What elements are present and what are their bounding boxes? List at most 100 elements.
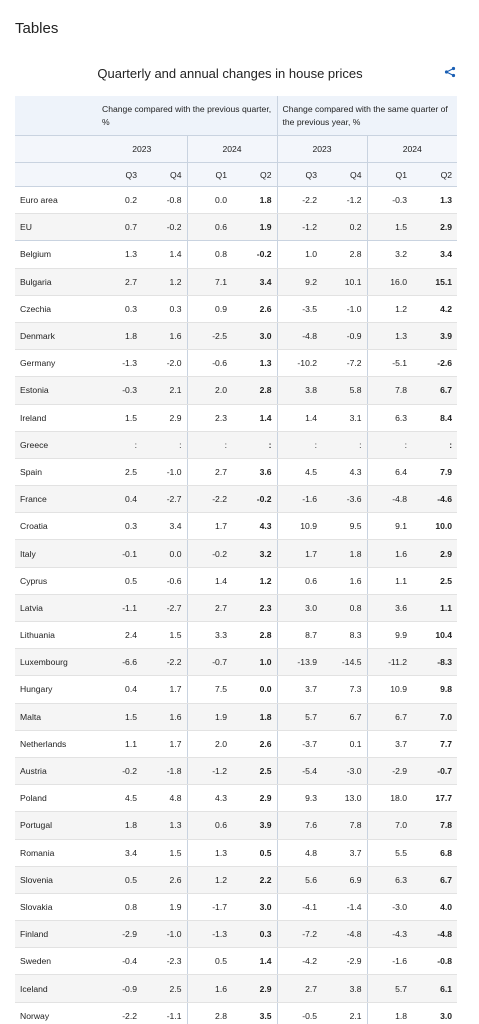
value-cell: 1.4 — [232, 947, 278, 976]
value-cell: -0.2 — [186, 539, 232, 568]
value-cell: 1.4 — [232, 404, 278, 432]
table-row: Poland 4.5 4.8 4.3 2.9 9.3 13.0 18.0 17.7 — [15, 784, 458, 813]
value-cell: 1.5 — [142, 621, 187, 650]
value-cell: 6.7 — [322, 703, 368, 731]
table-row: Lithuania 2.4 1.5 3.3 2.8 8.7 8.3 9.9 10.4 — [15, 621, 458, 650]
share-button[interactable] — [444, 66, 456, 78]
value-cell: 0.7 — [97, 213, 142, 242]
value-cell: 7.8 — [366, 376, 413, 405]
value-cell: -4.6 — [412, 485, 458, 514]
value-cell: 1.1 — [97, 730, 142, 758]
group-header: Change compared with the same quarter of… — [276, 96, 458, 136]
value-cell: 4.3 — [232, 512, 278, 541]
value-cell: 1.2 — [366, 295, 413, 323]
value-cell: 2.7 — [186, 458, 232, 487]
table-row: France 0.4 -2.7 -2.2 -0.2 -1.6 -3.6 -4.8 -4.6 — [15, 485, 458, 514]
value-cell: 9.1 — [366, 512, 413, 541]
value-cell: 1.4 — [186, 567, 232, 595]
year-header: 2023 — [97, 135, 187, 163]
value-cell: -5.4 — [276, 757, 323, 786]
value-cell: -2.0 — [142, 349, 187, 378]
value-cell: 1.7 — [276, 539, 323, 568]
value-cell: 0.4 — [97, 485, 142, 514]
table-row: Netherlands 1.1 1.7 2.0 2.6 -3.7 0.1 3.7 7.7 — [15, 730, 458, 758]
value-cell: 1.8 — [232, 186, 278, 215]
value-cell: 8.7 — [276, 621, 323, 650]
value-cell: 4.5 — [97, 784, 142, 813]
value-cell: 1.7 — [186, 512, 232, 541]
value-cell: 1.8 — [97, 811, 142, 840]
value-cell: 3.0 — [232, 893, 278, 922]
table-row: Luxembourg -6.6 -2.2 -0.7 1.0 -13.9 -14.5 -11.2… — [15, 648, 458, 677]
value-cell: 4.3 — [322, 458, 368, 487]
value-cell: -0.8 — [142, 186, 187, 215]
value-cell: -7.2 — [322, 349, 368, 378]
row-label: Lithuania — [15, 621, 97, 650]
value-cell: 2.9 — [412, 213, 458, 242]
value-cell: -8.3 — [412, 648, 458, 677]
value-cell: -2.2 — [186, 485, 232, 514]
value-cell: 9.3 — [276, 784, 323, 813]
value-cell: 3.2 — [366, 240, 413, 269]
value-cell: 2.9 — [232, 974, 278, 1003]
row-label: Belgium — [15, 240, 97, 269]
value-cell: 1.2 — [232, 567, 278, 595]
table-row: Euro area 0.2 -0.8 0.0 1.8 -2.2 -1.2 -0.3 1.3 — [15, 186, 458, 215]
value-cell: 3.0 — [276, 594, 323, 623]
value-cell: 7.8 — [322, 811, 368, 840]
value-cell: 1.3 — [186, 839, 232, 867]
value-cell: 10.1 — [322, 268, 368, 296]
value-cell: 2.2 — [232, 866, 278, 894]
year-header-row: 2023 2024 2023 2024 — [15, 135, 458, 163]
value-cell: -1.4 — [322, 893, 368, 922]
value-cell: 4.8 — [276, 839, 323, 867]
value-cell: 1.7 — [142, 675, 187, 704]
value-cell: 4.0 — [412, 893, 458, 922]
value-cell: -1.0 — [142, 920, 187, 949]
row-label: Malta — [15, 703, 97, 731]
value-cell: 0.8 — [97, 893, 142, 922]
value-cell: 2.1 — [142, 376, 187, 405]
value-cell: 2.4 — [97, 621, 142, 650]
value-cell: 1.8 — [322, 539, 368, 568]
value-cell: : — [322, 431, 368, 459]
quarter-header-row: Q3 Q4 Q1 Q2 Q3 Q4 Q1 Q2 — [15, 162, 458, 187]
value-cell: 0.2 — [322, 213, 368, 242]
table-row: Denmark 1.8 1.6 -2.5 3.0 -4.8 -0.9 1.3 3.9 — [15, 322, 458, 351]
row-label: Denmark — [15, 322, 97, 351]
corner-cell — [15, 135, 97, 163]
value-cell: -0.7 — [186, 648, 232, 677]
value-cell: 1.6 — [322, 567, 368, 595]
value-cell: -1.6 — [276, 485, 323, 514]
value-cell: 6.7 — [412, 866, 458, 894]
value-cell: 3.7 — [276, 675, 323, 704]
value-cell: 3.8 — [276, 376, 323, 405]
value-cell: 1.5 — [97, 404, 142, 432]
value-cell: -4.8 — [276, 322, 323, 351]
value-cell: 0.5 — [232, 839, 278, 867]
value-cell: 1.1 — [366, 567, 413, 595]
value-cell: 1.3 — [142, 811, 187, 840]
value-cell: 1.2 — [142, 268, 187, 296]
value-cell: 2.9 — [142, 404, 187, 432]
value-cell: -0.2 — [232, 240, 278, 269]
value-cell: 0.6 — [276, 567, 323, 595]
value-cell: 7.9 — [412, 458, 458, 487]
value-cell: 7.0 — [366, 811, 413, 840]
value-cell: -0.4 — [97, 947, 142, 976]
value-cell: -1.3 — [97, 349, 142, 378]
table-row: Malta 1.5 1.6 1.9 1.8 5.7 6.7 6.7 7.0 — [15, 703, 458, 731]
value-cell: 3.4 — [412, 240, 458, 269]
value-cell: -1.2 — [186, 757, 232, 786]
value-cell: 1.9 — [142, 893, 187, 922]
quarter-header: Q4 — [322, 162, 368, 187]
value-cell: 13.0 — [322, 784, 368, 813]
value-cell: 5.8 — [322, 376, 368, 405]
value-cell: -4.8 — [366, 485, 413, 514]
value-cell: -1.3 — [186, 920, 232, 949]
table-row: Hungary 0.4 1.7 7.5 0.0 3.7 7.3 10.9 9.8 — [15, 675, 458, 704]
value-cell: 0.2 — [97, 186, 142, 215]
quarter-header: Q3 — [97, 162, 142, 187]
value-cell: : — [97, 431, 142, 459]
table-row: Italy -0.1 0.0 -0.2 3.2 1.7 1.8 1.6 2.9 — [15, 539, 458, 568]
